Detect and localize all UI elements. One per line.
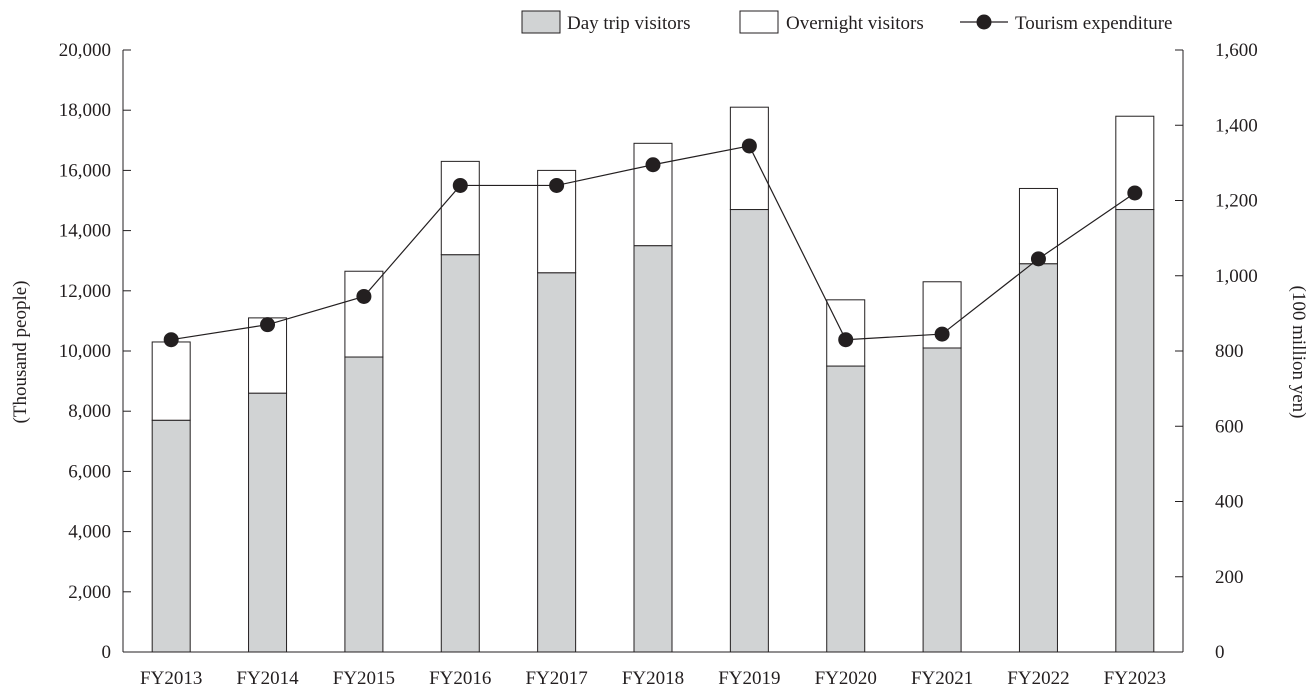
x-tick-label: FY2022 xyxy=(1007,668,1069,689)
expenditure-point-FY2015 xyxy=(356,288,372,304)
legend-marker-expenditure xyxy=(976,14,992,30)
expenditure-point-FY2018 xyxy=(645,157,661,173)
y-right-tick-label: 200 xyxy=(1215,567,1244,588)
y-right-tick-label: 1,600 xyxy=(1215,40,1258,61)
bar-day-trip-FY2015 xyxy=(344,356,384,653)
y-right-tick-label: 800 xyxy=(1215,341,1244,362)
x-tick-label: FY2014 xyxy=(236,668,299,689)
bar-day-trip-FY2020 xyxy=(826,365,866,653)
bar-overnight-FY2016 xyxy=(440,160,480,256)
y-left-tick-label: 6,000 xyxy=(68,461,111,482)
x-tick-label: FY2016 xyxy=(429,668,491,689)
y-right-tick-label: 400 xyxy=(1215,492,1244,513)
legend-swatch-day-trip xyxy=(521,10,561,34)
y-right-tick-label: 1,000 xyxy=(1215,266,1258,287)
expenditure-point-FY2023 xyxy=(1127,185,1143,201)
expenditure-line xyxy=(163,138,1143,348)
expenditure-point-FY2019 xyxy=(741,138,757,154)
y-left-tick-label: 0 xyxy=(102,642,112,663)
x-tick-label: FY2018 xyxy=(622,668,684,689)
bar-day-trip-FY2017 xyxy=(537,272,577,653)
y-axis-left-title: (Thousand people) xyxy=(10,281,31,424)
legend-swatch-overnight xyxy=(739,10,779,34)
y-right-tick-label: 1,200 xyxy=(1215,191,1258,212)
x-tick-label: FY2013 xyxy=(140,668,202,689)
y-left-tick-label: 16,000 xyxy=(59,160,111,181)
bars xyxy=(151,106,1155,653)
legend-label-overnight: Overnight visitors xyxy=(786,13,924,34)
expenditure-point-FY2022 xyxy=(1030,251,1046,267)
y-left-tick-label: 20,000 xyxy=(59,40,111,61)
legend-label-day-trip: Day trip visitors xyxy=(567,13,691,34)
legend-label-expenditure: Tourism expenditure xyxy=(1015,13,1173,34)
bar-day-trip-FY2013 xyxy=(151,419,191,653)
bar-day-trip-FY2019 xyxy=(729,209,769,653)
y-left-tick-label: 2,000 xyxy=(68,582,111,603)
expenditure-point-FY2014 xyxy=(260,317,276,333)
x-tick-label: FY2023 xyxy=(1104,668,1166,689)
x-tick-label: FY2021 xyxy=(911,668,973,689)
x-tick-label: FY2020 xyxy=(815,668,877,689)
bar-overnight-FY2013 xyxy=(151,341,191,421)
bar-day-trip-FY2021 xyxy=(922,347,962,653)
expenditure-point-FY2017 xyxy=(549,177,565,193)
y-left-tick-label: 4,000 xyxy=(68,522,111,543)
bar-day-trip-FY2016 xyxy=(440,254,480,653)
tick-labels: FY2013 FY2014 FY2015 FY2016 FY2017 FY2018 FY20… xyxy=(59,40,1258,689)
y-right-tick-label: 0 xyxy=(1215,642,1225,663)
expenditure-point-FY2016 xyxy=(452,177,468,193)
y-right-tick-label: 600 xyxy=(1215,416,1244,437)
expenditure-point-FY2013 xyxy=(163,332,179,348)
y-left-tick-label: 14,000 xyxy=(59,221,111,242)
bar-overnight-FY2019 xyxy=(729,106,769,211)
x-tick-label: FY2017 xyxy=(525,668,587,689)
bar-overnight-FY2018 xyxy=(633,142,673,247)
y-axis-right-title: (100 million yen) xyxy=(1288,286,1306,419)
expenditure-point-FY2020 xyxy=(838,332,854,348)
bar-overnight-FY2022 xyxy=(1018,187,1058,265)
bar-overnight-FY2015 xyxy=(344,270,384,358)
x-tick-label: FY2015 xyxy=(333,668,395,689)
bar-day-trip-FY2022 xyxy=(1018,263,1058,653)
bar-day-trip-FY2023 xyxy=(1115,209,1155,653)
x-tick-label: FY2019 xyxy=(718,668,780,689)
y-left-tick-label: 12,000 xyxy=(59,281,111,302)
bar-day-trip-FY2014 xyxy=(248,392,288,653)
y-left-tick-label: 10,000 xyxy=(59,341,111,362)
expenditure-point-FY2021 xyxy=(934,326,950,342)
axes xyxy=(122,49,1184,653)
bar-day-trip-FY2018 xyxy=(633,245,673,653)
legend: Day trip visitors Overnight visitors Touri… xyxy=(521,10,1173,34)
y-left-tick-label: 8,000 xyxy=(68,401,111,422)
y-left-tick-label: 18,000 xyxy=(59,100,111,121)
y-right-tick-label: 1,400 xyxy=(1215,115,1258,136)
